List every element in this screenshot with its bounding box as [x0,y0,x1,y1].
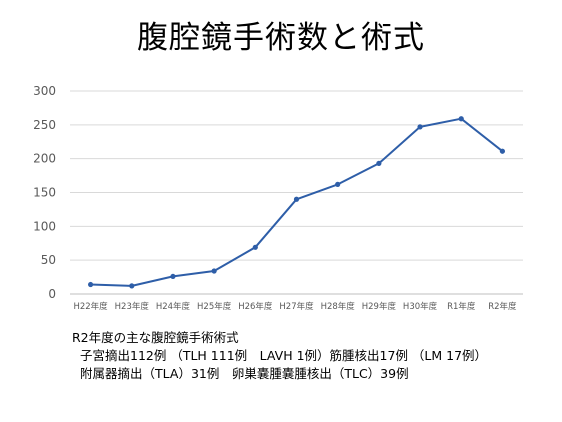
x-axis-ticks: H22年度 H23年度 H24年度 H25年度 H26年度 H27年度 H28年度 H29年度… [73,301,517,312]
data-point [87,281,94,288]
data-points [87,116,506,289]
data-point [129,283,135,289]
data-point [499,148,506,154]
y-axis-ticks: 0 50 100 150 200 250 300 [33,84,56,301]
data-point [417,124,423,130]
notes-line-1: 子宮摘出112例 （TLH 111例 LAVH 1例）筋腫核出17例 （LM 1… [80,348,488,363]
y-tick-label: 50 [41,253,56,267]
notes-line-2: 附属器摘出（TLA）31例 卵巣嚢腫嚢腫核出（TLC）39例 [80,366,409,381]
x-tick-label: H30年度 [403,301,438,312]
slide-title: 腹腔鏡手術数と術式 [137,20,425,56]
y-tick-label: 200 [33,152,56,166]
gridlines [70,90,523,295]
y-tick-label: 150 [33,186,56,200]
y-tick-label: 0 [48,287,56,301]
x-tick-label: H27年度 [279,301,314,312]
data-point [335,181,341,187]
x-tick-label: H25年度 [197,301,232,312]
notes-heading: R2年度の主な腹腔鏡手術術式 [72,330,239,345]
x-tick-label: H22年度 [73,301,108,312]
x-tick-label: R1年度 [447,301,476,312]
data-point [458,116,464,122]
x-tick-label: H24年度 [156,301,191,312]
x-tick-label: H28年度 [321,301,356,312]
surgery-notes: R2年度の主な腹腔鏡手術術式 子宮摘出112例 （TLH 111例 LAVH 1… [72,329,487,383]
data-point [252,244,258,250]
series-line [90,117,504,287]
y-tick-label: 100 [33,219,56,233]
data-point [293,196,300,202]
x-tick-label: H23年度 [115,301,150,312]
y-tick-label: 250 [33,118,56,132]
data-point [376,160,382,167]
data-point [170,273,176,280]
x-tick-label: H26年度 [238,301,273,312]
y-tick-label: 300 [33,84,56,98]
x-tick-label: H29年度 [362,301,397,312]
x-tick-label: R2年度 [488,301,517,312]
data-point [211,268,217,274]
